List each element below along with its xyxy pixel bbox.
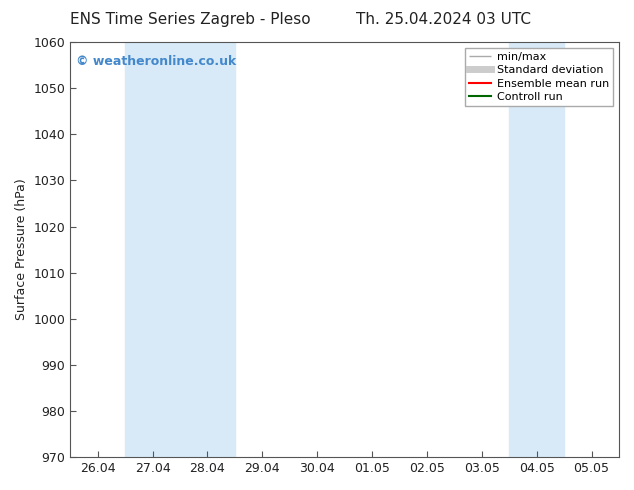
Y-axis label: Surface Pressure (hPa): Surface Pressure (hPa) xyxy=(15,179,28,320)
Bar xyxy=(509,42,564,457)
Bar xyxy=(125,42,235,457)
Text: Th. 25.04.2024 03 UTC: Th. 25.04.2024 03 UTC xyxy=(356,12,531,27)
Text: ENS Time Series Zagreb - Pleso: ENS Time Series Zagreb - Pleso xyxy=(70,12,311,27)
Legend: min/max, Standard deviation, Ensemble mean run, Controll run: min/max, Standard deviation, Ensemble me… xyxy=(465,48,614,106)
Text: © weatheronline.co.uk: © weatheronline.co.uk xyxy=(76,54,236,68)
